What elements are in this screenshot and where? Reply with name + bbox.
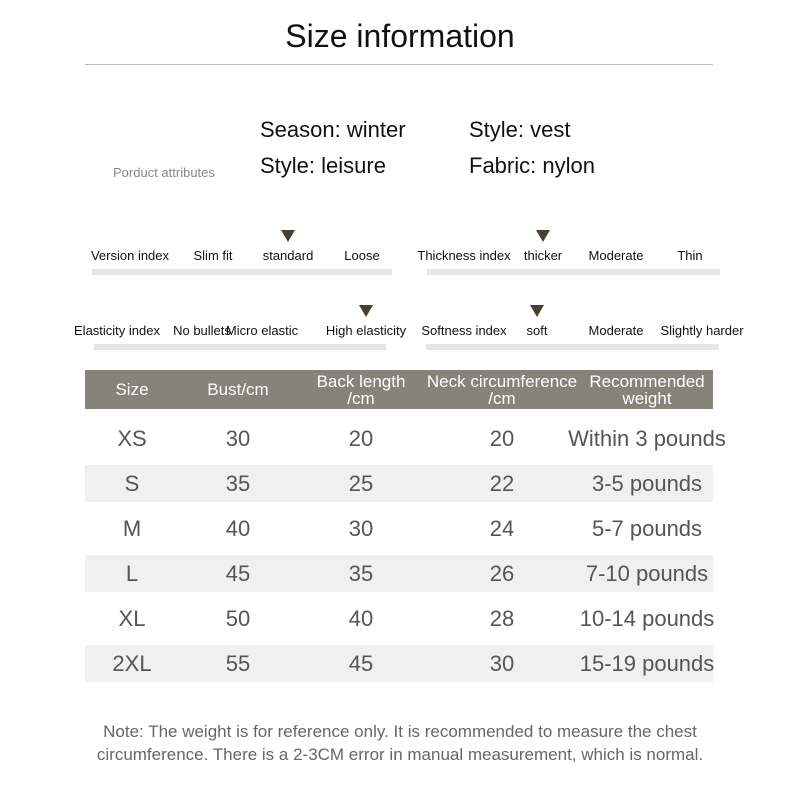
- table-cell: 30: [489, 651, 515, 676]
- table-cell: 20: [348, 426, 374, 451]
- column-header: Back length/cm: [317, 373, 406, 407]
- column-header: Recommended weight: [589, 373, 704, 407]
- column-header-line: Back length: [316, 372, 406, 391]
- table-cell: 7-10 pounds: [585, 561, 709, 586]
- table-cell: 28: [489, 606, 515, 631]
- index-bar: [92, 269, 392, 275]
- table-cell: XS: [117, 426, 147, 451]
- table-cell: 15-19 pounds: [579, 651, 715, 676]
- table-cell: 24: [489, 516, 515, 541]
- table-cell: 50: [225, 606, 251, 631]
- attribute: Season: winter: [260, 117, 406, 142]
- table-cell: S: [124, 471, 140, 496]
- table-cell: 26: [489, 561, 515, 586]
- index-name: Thickness index: [417, 248, 511, 263]
- table-cell: M: [122, 516, 142, 541]
- index-name: Softness index: [421, 323, 507, 338]
- table-cell: XL: [118, 606, 146, 631]
- table-cell: 30: [348, 516, 374, 541]
- table-row: XS 30 20 20 Within 3 pounds: [85, 420, 726, 457]
- selected-arrow-icon: [530, 305, 544, 317]
- note-line: Note: The weight is for reference only. …: [103, 722, 697, 741]
- table-cell: 40: [348, 606, 374, 631]
- table-cell: 40: [225, 516, 251, 541]
- index-option: Micro elastic: [225, 323, 299, 338]
- column-header-line: /cm: [488, 389, 516, 408]
- index-option: thicker: [523, 248, 563, 263]
- column-header: Neck circumference/cm: [427, 373, 577, 407]
- selected-arrow-icon: [359, 305, 373, 317]
- index-option: Thin: [677, 248, 703, 263]
- divider: [85, 64, 713, 65]
- attributes-label: Porduct attributes: [113, 165, 215, 180]
- column-header-line: Recommended: [589, 372, 705, 391]
- table-row: S 35 25 22 3-5 pounds: [85, 465, 713, 502]
- index-bar: [427, 269, 720, 275]
- table-cell: 35: [225, 471, 251, 496]
- column-header-line: Neck circumference: [426, 372, 578, 391]
- table-row: L 45 35 26 7-10 pounds: [85, 555, 713, 592]
- table-cell: 45: [348, 651, 374, 676]
- table-row: M 40 30 24 5-7 pounds: [85, 510, 713, 547]
- table-cell: 10-14 pounds: [579, 606, 715, 631]
- column-header-line: weight: [622, 389, 672, 408]
- index-name: Elasticity index: [74, 323, 160, 338]
- table-cell: 35: [348, 561, 374, 586]
- selected-arrow-icon: [536, 230, 550, 242]
- page-title: Size information: [285, 18, 515, 54]
- table-cell: 20: [489, 426, 515, 451]
- index-option: standard: [262, 248, 314, 263]
- note-line: circumference. There is a 2-3CM error in…: [96, 745, 704, 764]
- selected-arrow-icon: [281, 230, 295, 242]
- table-header: Size Bust/cm Back length/cm Neck circumfere…: [85, 370, 713, 409]
- index-option: Moderate: [588, 323, 644, 338]
- column-header-line: Size: [115, 380, 149, 399]
- table-cell: 25: [348, 471, 374, 496]
- index-option: High elasticity: [325, 323, 407, 338]
- index-option: Moderate: [588, 248, 644, 263]
- table-cell: 45: [225, 561, 251, 586]
- index-option: soft: [526, 323, 548, 338]
- attribute: Style: leisure: [260, 153, 386, 178]
- column-header-line: Bust/cm: [207, 380, 269, 399]
- attribute: Fabric: nylon: [469, 153, 595, 178]
- index-option: Loose: [344, 248, 380, 263]
- table-cell: Within 3 pounds: [568, 426, 726, 451]
- column-header: Bust/cm: [207, 381, 268, 398]
- index-name: Version index: [90, 248, 170, 263]
- index-option: Slightly harder: [660, 323, 744, 338]
- table-row: XL 50 40 28 10-14 pounds: [85, 600, 715, 637]
- index-option: Slim fit: [193, 248, 233, 263]
- table-cell: 2XL: [112, 651, 152, 676]
- index-option: No bullets: [173, 323, 231, 338]
- table-cell: L: [125, 561, 139, 586]
- attribute: Style: vest: [469, 117, 571, 142]
- index-bar: [94, 344, 386, 350]
- column-header-line: /cm: [347, 389, 375, 408]
- note: Note: The weight is for reference only. …: [0, 720, 800, 766]
- table-cell: 55: [225, 651, 251, 676]
- table-cell: 3-5 pounds: [591, 471, 703, 496]
- index-bar: [426, 344, 719, 350]
- table-cell: 5-7 pounds: [591, 516, 703, 541]
- column-header: Size: [115, 381, 148, 398]
- table-cell: 22: [489, 471, 515, 496]
- table-cell: 30: [225, 426, 251, 451]
- table-row: 2XL 55 45 30 15-19 pounds: [85, 645, 715, 682]
